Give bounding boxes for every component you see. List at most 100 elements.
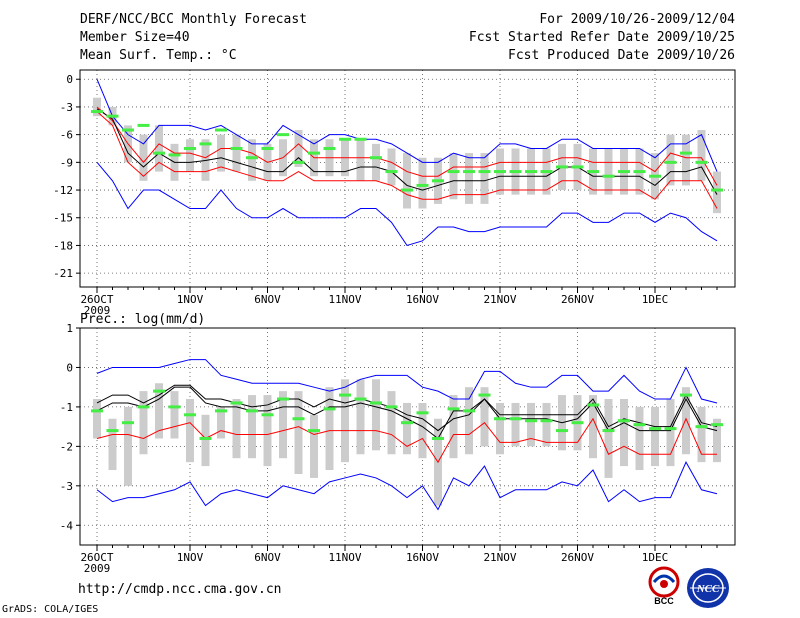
series-line-lower — [96, 417, 717, 464]
spread-box — [620, 399, 628, 467]
y-tick-label: -1 — [60, 401, 73, 414]
median-mark — [199, 436, 212, 440]
series-line-mean — [96, 386, 718, 440]
y-tick-label: -3 — [60, 480, 73, 493]
median-mark — [168, 405, 181, 409]
median-mark — [370, 401, 382, 405]
median-mark — [432, 179, 444, 183]
spread-box — [666, 399, 675, 467]
median-mark — [463, 170, 475, 174]
spread-box — [387, 391, 396, 455]
x-tick-label: 26OCT — [80, 293, 113, 306]
spread-box — [217, 134, 225, 172]
variable-label: Mean Surf. Temp.: °C — [80, 48, 237, 63]
median-mark — [354, 397, 367, 401]
series-line-max — [96, 79, 718, 172]
median-mark — [525, 170, 537, 174]
spread-box — [155, 125, 163, 172]
median-mark — [478, 170, 491, 174]
median-mark — [292, 160, 305, 164]
x-tick-label: 21NOV — [483, 551, 516, 564]
spread-box — [449, 395, 458, 459]
median-mark — [370, 156, 382, 160]
spread-box — [666, 134, 675, 186]
panel-title: Prec.: log(mm/d) — [80, 312, 205, 327]
spread-box — [403, 153, 411, 209]
x-year-label: 2009 — [84, 304, 111, 317]
spread-box — [170, 391, 179, 439]
spread-box — [356, 139, 365, 181]
grads-credit: GrADS: COLA/IGES — [2, 604, 99, 615]
median-mark — [277, 133, 289, 137]
median-mark — [184, 413, 196, 417]
median-mark — [323, 407, 336, 411]
y-tick-label: -4 — [60, 519, 74, 532]
fcst-produced-date: Fcst Produced Date 2009/10/26 — [508, 48, 735, 63]
median-mark — [509, 170, 522, 174]
median-mark — [385, 405, 398, 409]
member-size: Member Size=40 — [80, 30, 190, 45]
spread-box — [682, 134, 690, 186]
spread-box — [139, 134, 148, 181]
median-mark — [246, 409, 258, 413]
median-mark — [199, 142, 212, 146]
median-mark — [91, 110, 103, 114]
median-mark — [540, 170, 553, 174]
spread-box — [682, 387, 690, 455]
median-mark — [447, 170, 460, 174]
spread-box — [449, 153, 458, 200]
spread-box — [248, 139, 256, 181]
spread-box — [372, 379, 380, 451]
spread-box — [651, 406, 659, 467]
x-tick-label: 1DEC — [642, 551, 669, 564]
x-tick-label: 21NOV — [483, 293, 516, 306]
median-mark — [308, 151, 320, 155]
median-mark — [339, 137, 351, 141]
spread-box — [294, 130, 303, 167]
spread-box — [713, 418, 721, 463]
x-tick-label: 1DEC — [642, 293, 669, 306]
median-mark — [215, 409, 227, 413]
spread-box — [263, 395, 272, 467]
median-mark — [168, 153, 181, 157]
spread-box — [527, 402, 535, 447]
y-tick-label: -21 — [53, 267, 73, 280]
y-tick-label: -2 — [60, 440, 73, 453]
median-mark — [385, 170, 398, 174]
source-url: http://cmdp.ncc.cma.gov.cn — [78, 582, 282, 597]
fcst-started-date: Fcst Started Refer Date 2009/10/25 — [468, 30, 735, 45]
x-tick-label: 1NOV — [177, 293, 204, 306]
y-tick-label: -15 — [53, 212, 73, 225]
spread-box — [387, 148, 396, 186]
spread-box — [480, 387, 489, 447]
spread-box — [217, 406, 225, 439]
x-tick-label: 26OCT — [80, 551, 113, 564]
y-tick-label: 1 — [66, 322, 73, 335]
spread-box — [139, 391, 148, 455]
median-mark — [509, 417, 522, 421]
median-mark — [447, 407, 460, 411]
series-line-min — [96, 461, 718, 511]
median-mark — [122, 421, 134, 425]
median-mark — [215, 128, 227, 132]
x-tick-label: 26NOV — [561, 293, 594, 306]
median-mark — [416, 183, 429, 187]
spread-box — [248, 395, 256, 459]
spread-box — [465, 153, 473, 204]
median-mark — [711, 423, 723, 427]
x-tick-label: 16NOV — [406, 551, 439, 564]
y-tick-label: 0 — [66, 361, 73, 374]
median-mark — [230, 401, 243, 405]
spread-box — [186, 139, 194, 172]
spread-box — [713, 171, 721, 214]
median-mark — [137, 123, 150, 127]
median-mark — [339, 393, 351, 397]
y-tick-label: -9 — [60, 156, 73, 169]
spread-box — [325, 387, 334, 471]
spread-box — [697, 406, 706, 463]
median-mark — [664, 160, 677, 164]
spread-box — [108, 418, 117, 471]
